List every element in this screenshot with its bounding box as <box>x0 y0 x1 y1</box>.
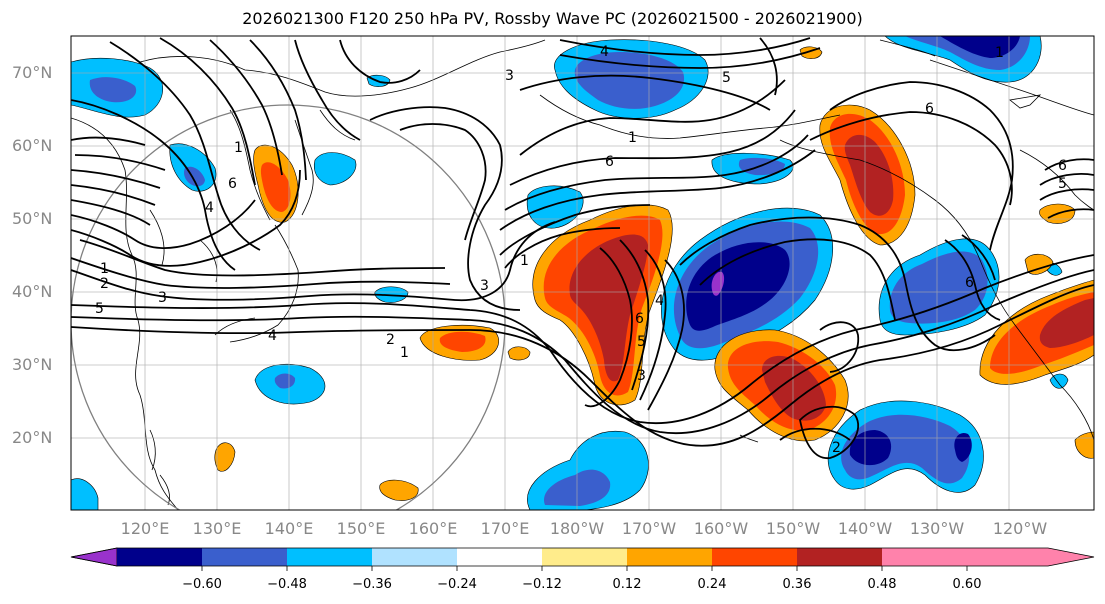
contour-labels: 1 2 1 2 3 5 3 1 4 6 5 3 4 5 1 6 1 6 4 4 … <box>95 44 1067 456</box>
contour-label: 4 <box>600 44 609 60</box>
contour-label: 1 <box>995 45 1004 61</box>
lon-label: 160°E <box>409 519 458 538</box>
contour-label: 6 <box>635 311 644 327</box>
lon-label: 180°W <box>550 519 605 538</box>
colorbar-tick: 0.36 <box>783 577 812 592</box>
colorbar-tick: 0.24 <box>698 577 727 592</box>
contour-label: 4 <box>205 200 214 216</box>
lon-label: 120°E <box>121 519 170 538</box>
lon-label: 170°E <box>481 519 530 538</box>
contour-label: 1 <box>100 261 109 277</box>
lon-label: 150°E <box>337 519 386 538</box>
coastlines <box>71 39 1094 510</box>
contour-label: 1 <box>520 253 529 269</box>
contour-label: 5 <box>1058 176 1067 192</box>
lon-label: 120°W <box>993 519 1048 538</box>
contour-label: 1 <box>628 130 637 146</box>
lat-label-30n: 30°N <box>12 355 52 374</box>
contour-label: 3 <box>480 278 489 294</box>
colorbar-segment <box>712 548 797 566</box>
contour-label: 2 <box>832 440 841 456</box>
colorbar-tick: −0.36 <box>352 577 392 592</box>
colorbar-segment <box>627 548 712 566</box>
contour-label: 4 <box>268 328 277 344</box>
colorbar-tick: 0.60 <box>953 577 982 592</box>
colorbar-segment <box>797 548 882 566</box>
positive-anomalies <box>214 46 1094 501</box>
colorbar-segment <box>372 548 457 566</box>
colorbar: −0.60 −0.48 −0.36 −0.24 −0.12 0.12 0.24 … <box>70 547 1095 592</box>
contour-label: 3 <box>637 368 646 384</box>
colorbar-tick: −0.24 <box>437 577 477 592</box>
contour-label: 5 <box>722 70 731 86</box>
lon-label: 130°W <box>910 519 965 538</box>
contour-label: 3 <box>158 290 167 306</box>
contour-label: 6 <box>605 154 614 170</box>
lon-label: 140°E <box>265 519 314 538</box>
contour-label: 6 <box>1058 158 1067 174</box>
contour-label: 1 <box>234 140 243 156</box>
latitude-labels: 70°N 60°N 50°N 40°N 30°N 20°N <box>12 63 52 447</box>
map-title: 2026021300 F120 250 hPa PV, Rossby Wave … <box>242 9 863 28</box>
lat-label-60n: 60°N <box>12 136 52 155</box>
colorbar-tick: −0.60 <box>182 577 222 592</box>
colorbar-segment <box>287 548 372 566</box>
colorbar-extend-right <box>967 548 1094 566</box>
lat-label-50n: 50°N <box>12 209 52 228</box>
colorbar-segment <box>117 548 202 566</box>
map-frame <box>70 35 1095 511</box>
contour-label: 5 <box>637 334 646 350</box>
lat-label-70n: 70°N <box>12 63 52 82</box>
lat-label-40n: 40°N <box>12 282 52 301</box>
lon-label: 170°W <box>622 519 677 538</box>
pv-contours <box>71 37 1094 459</box>
contour-label: 3 <box>505 68 514 84</box>
contour-label: 6 <box>925 101 934 117</box>
colorbar-extend-left <box>70 547 118 567</box>
contour-label: 6 <box>965 275 974 291</box>
lon-label: 130°E <box>193 519 242 538</box>
lat-label-20n: 20°N <box>12 428 52 447</box>
map-body: 1 2 1 2 3 5 3 1 4 6 5 3 4 5 1 6 1 6 4 4 … <box>71 36 1094 510</box>
contour-label: 2 <box>386 332 395 348</box>
colorbar-tick: 0.12 <box>613 577 642 592</box>
contour-label: 5 <box>95 301 104 317</box>
reference-circle <box>71 104 506 510</box>
colorbar-segment <box>542 548 627 566</box>
longitude-labels: 120°E 130°E 140°E 150°E 160°E 170°E 180°… <box>121 519 1048 538</box>
contour-label: 1 <box>400 345 409 361</box>
lon-label: 140°W <box>838 519 893 538</box>
contour-label: 6 <box>228 176 237 192</box>
lon-label: 160°W <box>694 519 749 538</box>
colorbar-segment <box>202 548 287 566</box>
colorbar-tick: 0.48 <box>868 577 897 592</box>
lon-label: 150°W <box>766 519 821 538</box>
contour-label: 4 <box>655 293 664 309</box>
colorbar-segment <box>457 548 542 566</box>
colorbar-tick: −0.12 <box>522 577 562 592</box>
contour-label: 2 <box>100 276 109 292</box>
colorbar-tick: −0.48 <box>267 577 307 592</box>
colorbar-segment <box>882 548 967 566</box>
